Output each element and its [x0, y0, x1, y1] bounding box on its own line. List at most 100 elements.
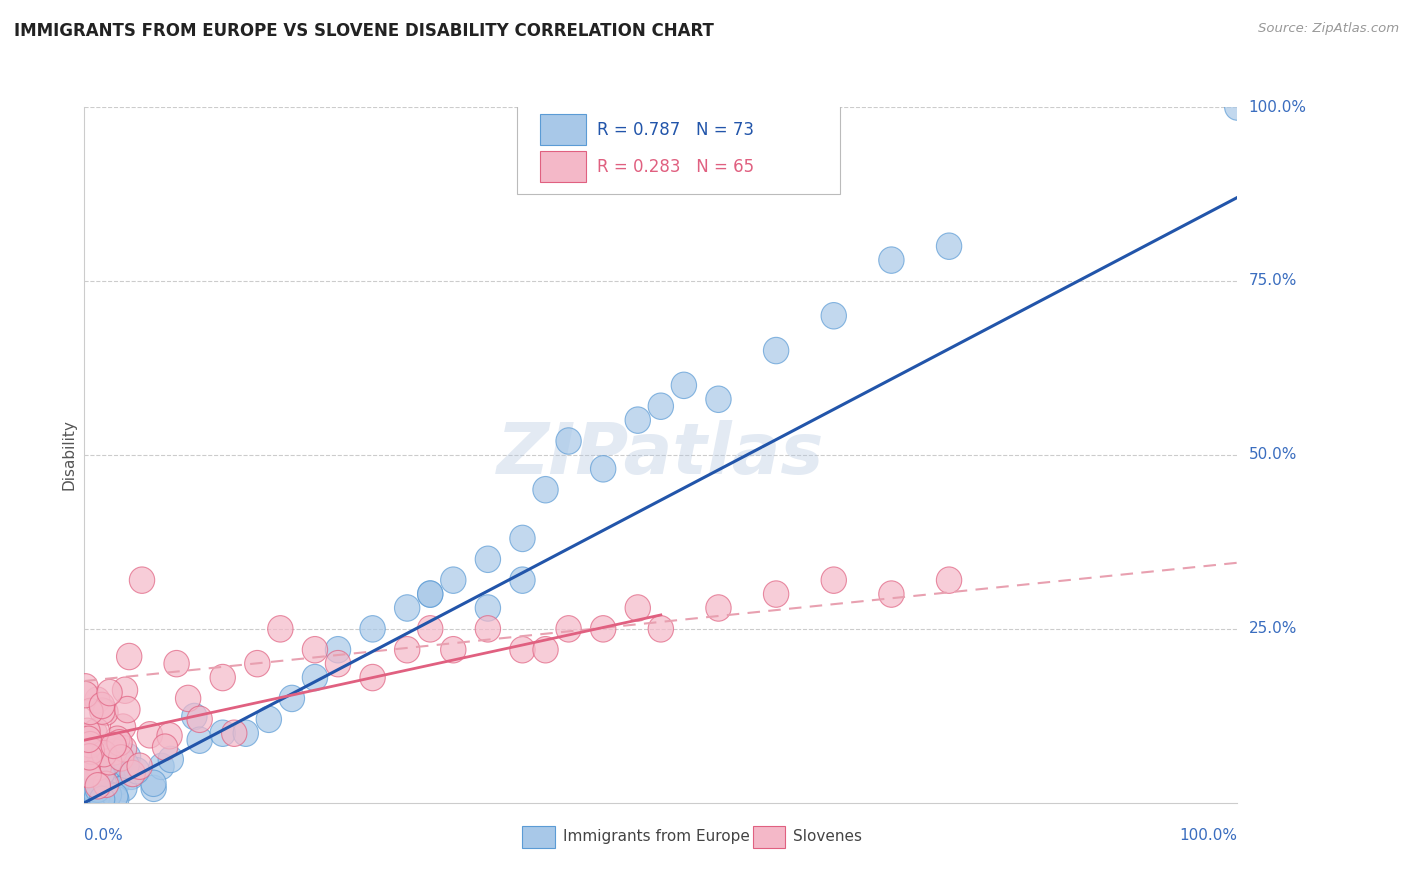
Text: Slovenes: Slovenes — [793, 830, 862, 845]
Ellipse shape — [302, 637, 328, 663]
Ellipse shape — [1225, 94, 1250, 120]
Text: Source: ZipAtlas.com: Source: ZipAtlas.com — [1258, 22, 1399, 36]
Text: IMMIGRANTS FROM EUROPE VS SLOVENE DISABILITY CORRELATION CHART: IMMIGRANTS FROM EUROPE VS SLOVENE DISABI… — [14, 22, 714, 40]
Ellipse shape — [555, 428, 581, 454]
Ellipse shape — [475, 615, 501, 642]
Ellipse shape — [73, 681, 98, 708]
Ellipse shape — [152, 734, 177, 760]
Ellipse shape — [510, 567, 536, 593]
Ellipse shape — [117, 643, 142, 670]
Ellipse shape — [141, 770, 166, 797]
Ellipse shape — [83, 775, 108, 802]
Ellipse shape — [176, 685, 201, 712]
Ellipse shape — [84, 687, 110, 714]
Ellipse shape — [94, 778, 120, 805]
Ellipse shape — [626, 595, 651, 621]
Ellipse shape — [233, 720, 259, 747]
Ellipse shape — [360, 615, 385, 642]
Ellipse shape — [141, 775, 166, 802]
Ellipse shape — [111, 736, 136, 762]
Ellipse shape — [245, 650, 270, 677]
Ellipse shape — [936, 233, 962, 260]
Ellipse shape — [209, 720, 235, 747]
FancyBboxPatch shape — [754, 826, 786, 848]
Text: 0.0%: 0.0% — [84, 828, 124, 843]
Ellipse shape — [181, 703, 207, 730]
Ellipse shape — [75, 786, 100, 813]
Ellipse shape — [97, 680, 122, 706]
Ellipse shape — [93, 699, 118, 725]
Text: R = 0.787   N = 73: R = 0.787 N = 73 — [598, 121, 755, 139]
Ellipse shape — [555, 615, 581, 642]
Ellipse shape — [395, 595, 420, 621]
Ellipse shape — [267, 615, 292, 642]
Ellipse shape — [648, 393, 673, 419]
Text: 50.0%: 50.0% — [1249, 448, 1296, 462]
Ellipse shape — [90, 786, 115, 813]
Ellipse shape — [80, 781, 105, 808]
Ellipse shape — [91, 740, 117, 767]
Ellipse shape — [90, 786, 115, 813]
Ellipse shape — [84, 776, 111, 803]
Ellipse shape — [77, 731, 103, 758]
Ellipse shape — [82, 720, 107, 746]
Ellipse shape — [510, 525, 536, 551]
Ellipse shape — [76, 762, 101, 788]
Ellipse shape — [77, 698, 103, 724]
Ellipse shape — [127, 753, 152, 780]
Ellipse shape — [157, 723, 183, 749]
Ellipse shape — [97, 748, 122, 775]
Ellipse shape — [82, 776, 107, 802]
Ellipse shape — [91, 786, 117, 813]
Ellipse shape — [418, 581, 443, 607]
Ellipse shape — [96, 781, 121, 808]
Ellipse shape — [73, 786, 98, 813]
Ellipse shape — [533, 637, 558, 663]
Ellipse shape — [149, 753, 174, 780]
Ellipse shape — [90, 758, 115, 785]
Ellipse shape — [138, 722, 163, 748]
Ellipse shape — [79, 738, 104, 764]
Ellipse shape — [418, 615, 443, 642]
Ellipse shape — [440, 567, 465, 593]
Ellipse shape — [93, 786, 118, 813]
Ellipse shape — [129, 567, 155, 593]
Ellipse shape — [76, 786, 101, 813]
Ellipse shape — [821, 567, 846, 593]
Ellipse shape — [591, 456, 616, 482]
Text: 75.0%: 75.0% — [1249, 274, 1296, 288]
Ellipse shape — [89, 692, 114, 719]
Ellipse shape — [89, 786, 114, 813]
Ellipse shape — [75, 779, 100, 805]
Ellipse shape — [91, 753, 117, 780]
Ellipse shape — [187, 706, 212, 732]
Ellipse shape — [93, 772, 118, 797]
Ellipse shape — [91, 771, 117, 797]
FancyBboxPatch shape — [517, 103, 839, 194]
Ellipse shape — [671, 372, 696, 399]
Ellipse shape — [75, 753, 100, 780]
Ellipse shape — [209, 665, 235, 690]
Ellipse shape — [157, 747, 183, 772]
Ellipse shape — [86, 786, 111, 813]
Ellipse shape — [76, 726, 101, 753]
Ellipse shape — [82, 773, 107, 799]
Ellipse shape — [165, 650, 190, 677]
Ellipse shape — [395, 637, 420, 663]
Ellipse shape — [86, 786, 111, 813]
Ellipse shape — [648, 615, 673, 642]
Ellipse shape — [591, 615, 616, 642]
Ellipse shape — [879, 247, 904, 273]
Ellipse shape — [118, 763, 143, 789]
Ellipse shape — [94, 786, 120, 813]
Text: 100.0%: 100.0% — [1180, 828, 1237, 843]
Ellipse shape — [75, 718, 100, 745]
Ellipse shape — [763, 337, 789, 364]
Ellipse shape — [104, 726, 129, 753]
Ellipse shape — [302, 665, 328, 690]
Ellipse shape — [418, 581, 443, 607]
Ellipse shape — [124, 757, 149, 784]
Ellipse shape — [280, 685, 305, 712]
Ellipse shape — [111, 775, 136, 801]
Ellipse shape — [325, 650, 350, 677]
